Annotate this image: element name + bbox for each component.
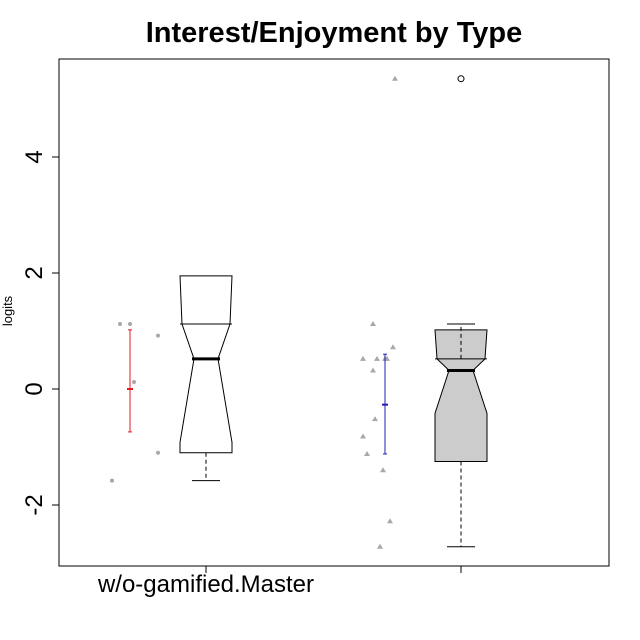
data-point bbox=[360, 433, 366, 439]
y-tick-label: 4 bbox=[21, 150, 48, 163]
outlier-point bbox=[457, 75, 465, 83]
data-point bbox=[387, 518, 393, 524]
y-tick-label: -2 bbox=[21, 494, 48, 515]
data-point bbox=[110, 478, 114, 483]
data-point bbox=[128, 322, 132, 327]
x-category-label: w/o-gamified.Master bbox=[97, 571, 314, 598]
plot-frame bbox=[58, 58, 610, 567]
chart-title: Interest/Enjoyment by Type bbox=[146, 17, 523, 49]
data-point bbox=[364, 450, 370, 456]
data-point bbox=[118, 322, 122, 327]
y-tick-label: 2 bbox=[21, 266, 48, 279]
data-point bbox=[156, 450, 160, 455]
plot-marks bbox=[110, 75, 488, 549]
x-axis: w/o-gamified.Master bbox=[97, 566, 462, 598]
data-point bbox=[377, 543, 383, 549]
y-tick-label: 0 bbox=[21, 382, 48, 395]
box-body bbox=[434, 329, 488, 462]
data-point bbox=[156, 333, 160, 338]
data-point bbox=[392, 75, 398, 81]
data-point bbox=[380, 467, 386, 473]
box-body bbox=[179, 275, 233, 454]
y-axis-label: logits bbox=[0, 295, 15, 326]
data-point bbox=[370, 321, 376, 327]
data-point bbox=[374, 355, 380, 361]
data-point bbox=[390, 344, 396, 350]
data-point bbox=[372, 416, 378, 422]
data-point bbox=[370, 367, 376, 373]
y-axis: -2 0 2 4 bbox=[21, 150, 59, 516]
data-point bbox=[360, 355, 366, 361]
data-point bbox=[132, 380, 136, 385]
